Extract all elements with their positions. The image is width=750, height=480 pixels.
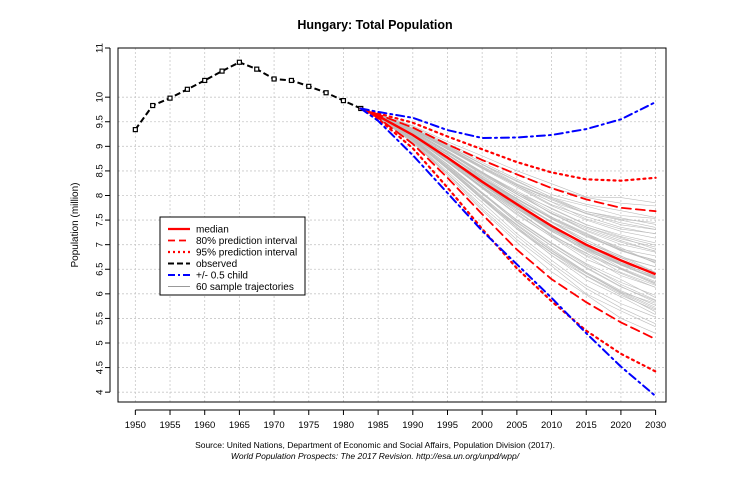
- 0-5-child-upper-line: [359, 101, 657, 140]
- legend-label: +/- 0.5 child: [196, 271, 248, 282]
- sample-trajectory-line: [360, 108, 656, 234]
- y-tick-label: 9: [95, 144, 106, 149]
- y-tick-label: 5.5: [95, 312, 106, 325]
- sample-trajectory-line: [360, 108, 656, 204]
- x-tick-label: 1965: [229, 420, 250, 431]
- observed-point: [236, 59, 242, 65]
- y-tick-label: 4: [95, 390, 106, 395]
- x-tick-label: 2005: [506, 420, 527, 431]
- x-tick-label: 1970: [264, 420, 285, 431]
- y-tick-label: 8.5: [95, 164, 106, 177]
- observed-point: [219, 68, 225, 74]
- y-axis-title: Population (million): [70, 182, 81, 267]
- observed-point: [340, 98, 347, 104]
- x-tick-label: 2020: [610, 420, 631, 431]
- source-citation: World Population Prospects: The 2017 Rev…: [230, 451, 520, 461]
- sample-trajectory-line: [360, 108, 656, 334]
- y-tick-label: 7: [95, 242, 106, 247]
- observed-point: [323, 90, 329, 96]
- y-tick-label: 8: [95, 193, 106, 198]
- y-tick-label: 4.5: [95, 361, 106, 374]
- 80-prediction-interval-lower-line: [359, 107, 657, 341]
- x-tick-label: 1960: [194, 420, 215, 431]
- y-tick-label: 11: [95, 43, 106, 53]
- observed-point: [150, 102, 156, 109]
- median-line: [360, 107, 657, 276]
- sample-trajectory-line: [360, 108, 656, 308]
- sample-trajectory-line: [360, 108, 656, 325]
- observed-point: [254, 66, 260, 72]
- observed-point: [271, 76, 277, 82]
- x-tick-label: 1955: [159, 420, 180, 431]
- source-note: Source: United Nations, Department of Ec…: [195, 440, 555, 450]
- sample-trajectory-line: [360, 108, 656, 311]
- x-tick-label: 1950: [125, 420, 146, 431]
- observed-point: [184, 86, 190, 92]
- y-tick-label: 6: [95, 291, 106, 296]
- x-tick-label: 2000: [472, 420, 493, 431]
- x-tick-label: 2015: [576, 420, 597, 431]
- plot-frame: [117, 47, 667, 403]
- chart-title: Hungary: Total Population: [297, 18, 453, 32]
- x-tick-label: 1995: [437, 420, 458, 431]
- x-tick-label: 1975: [298, 420, 319, 431]
- observed-point: [202, 77, 208, 84]
- observed-point: [306, 83, 312, 89]
- x-tick-label: 1990: [402, 420, 423, 431]
- x-tick-label: 1985: [368, 420, 389, 431]
- observed-point: [167, 95, 173, 101]
- legend-label: median: [196, 225, 229, 236]
- 95-prediction-interval-upper-line: [359, 107, 657, 182]
- sample-trajectory-line: [360, 108, 656, 246]
- sample-trajectory-line: [360, 108, 656, 248]
- y-tick-label: 9.5: [95, 115, 106, 128]
- x-tick-label: 1980: [333, 420, 354, 431]
- sample-trajectory-line: [360, 108, 656, 252]
- legend-label: 80% prediction interval: [196, 236, 297, 247]
- legend-label: 95% prediction interval: [196, 248, 297, 259]
- y-tick-label: 10: [95, 92, 106, 103]
- y-tick-label: 6.5: [95, 263, 106, 276]
- 80-prediction-interval-upper-line: [359, 107, 657, 213]
- legend-label: 60 sample trajectories: [196, 282, 294, 293]
- sample-trajectory-line: [360, 108, 656, 315]
- observed-line: [134, 61, 362, 131]
- sample-trajectory-line: [360, 108, 656, 301]
- y-tick-label: 7.5: [95, 213, 106, 226]
- y-tick-label: 5: [95, 340, 106, 345]
- x-tick-label: 2010: [541, 420, 562, 431]
- 0-5-child-lower-line: [359, 107, 657, 398]
- x-tick-label: 2030: [645, 420, 666, 431]
- observed-point: [288, 77, 295, 84]
- legend-label: observed: [196, 259, 237, 270]
- observed-point: [132, 127, 138, 133]
